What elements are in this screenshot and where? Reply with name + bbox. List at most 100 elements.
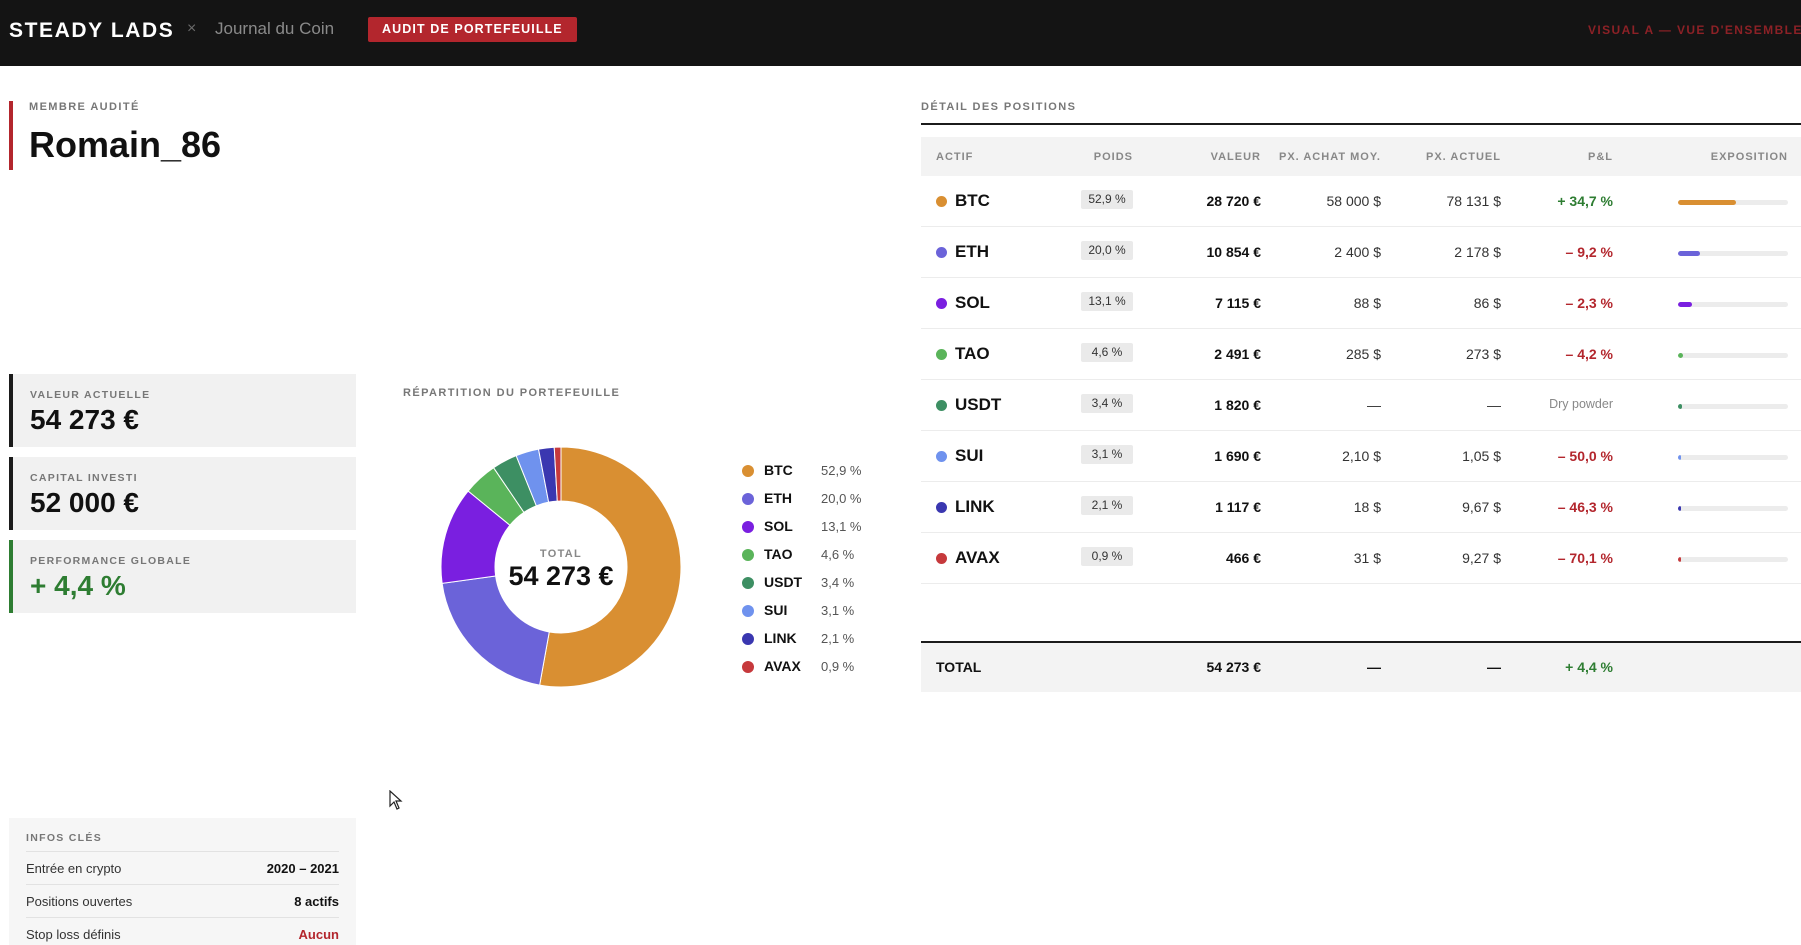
legend-color-dot [742, 465, 754, 477]
pnl-value: + 34,7 % [1557, 193, 1613, 209]
weight-chip: 0,9 % [1081, 547, 1133, 566]
exposure-bar [1678, 455, 1788, 460]
key-info-value: 2020 – 2021 [266, 861, 339, 876]
current-price: 9,67 $ [1462, 499, 1501, 515]
position-value: 7 115 € [1215, 295, 1261, 311]
header-avg-buy-price: PX. ACHAT MOY. [1278, 151, 1381, 163]
exposure-bar [1678, 506, 1788, 511]
brand-separator: × [187, 20, 197, 37]
weight-chip: 20,0 % [1081, 241, 1133, 260]
legend-percentage: 52,9 % [821, 463, 862, 478]
current-price: 1,05 $ [1462, 448, 1501, 464]
avg-buy-price: 2,10 $ [1342, 448, 1381, 464]
brand-logo: STEADY LADS [9, 19, 175, 42]
position-value: 28 720 € [1206, 193, 1262, 209]
total-current-price: — [1487, 659, 1501, 675]
legend-item-sui: SUI 3,1 % [742, 597, 892, 625]
position-row-eth: ETH 20,0 % 10 854 € 2 400 $ 2 178 $ – 9,2 % [921, 227, 1801, 278]
kpi-current-value: VALEUR ACTUELLE 54 273 € [9, 374, 356, 447]
weight-chip: 13,1 % [1081, 292, 1133, 311]
positions-table-header: ACTIF POIDS VALEUR PX. ACHAT MOY. PX. AC… [921, 137, 1801, 176]
legend-percentage: 20,0 % [821, 491, 862, 506]
total-label: TOTAL [936, 659, 982, 675]
asset-color-dot [936, 298, 947, 309]
kpi-value: + 4,4 % [30, 570, 126, 601]
asset-name: BTC [955, 191, 990, 210]
kpi-value: 52 000 € [30, 487, 139, 518]
key-info-key: Positions ouvertes [26, 894, 133, 909]
asset-color-dot [936, 400, 947, 411]
allocation-donut-chart [440, 446, 682, 688]
asset-name: AVAX [955, 548, 1000, 567]
asset-color-dot [936, 349, 947, 360]
exposure-bar-fill [1678, 200, 1737, 205]
position-value: 1 820 € [1214, 397, 1261, 413]
exposure-bar-fill [1678, 302, 1693, 307]
current-price: 2 178 $ [1454, 244, 1501, 260]
weight-chip: 52,9 % [1081, 190, 1133, 209]
total-value: 54 273 € [1206, 659, 1262, 675]
header-value: VALEUR [1210, 151, 1261, 163]
position-row-avax: AVAX 0,9 % 466 € 31 $ 9,27 $ – 70,1 % [921, 533, 1801, 584]
legend-color-dot [742, 493, 754, 505]
legend-label: LINK [764, 630, 797, 646]
asset-color-dot [936, 502, 947, 513]
position-row-sol: SOL 13,1 % 7 115 € 88 $ 86 $ – 2,3 % [921, 278, 1801, 329]
pnl-value: Dry powder [1549, 397, 1613, 411]
pnl-value: – 2,3 % [1565, 295, 1613, 311]
exposure-bar [1678, 251, 1788, 256]
member-label: MEMBRE AUDITÉ [29, 101, 140, 113]
header-exposure: EXPOSITION [1710, 151, 1788, 163]
avg-buy-price: — [1367, 397, 1381, 413]
exposure-bar-fill [1678, 557, 1681, 562]
exposure-bar-fill [1678, 404, 1682, 409]
visual-tag: VISUAL A — VUE D'ENSEMBLE [1588, 23, 1801, 37]
key-info-row: Stop loss définis Aucun [26, 917, 339, 945]
legend-item-btc: BTC 52,9 % [742, 457, 892, 485]
asset-color-dot [936, 553, 947, 564]
key-info-panel: INFOS CLÉS Entrée en crypto 2020 – 2021 … [9, 818, 356, 945]
legend-percentage: 13,1 % [821, 519, 862, 534]
kpi-invested-capital: CAPITAL INVESTI 52 000 € [9, 457, 356, 530]
current-price: — [1487, 397, 1501, 413]
allocation-title: RÉPARTITION DU PORTEFEUILLE [403, 387, 621, 399]
header-asset: ACTIF [936, 151, 974, 163]
asset-name: SOL [955, 293, 990, 312]
position-row-usdt: USDT 3,4 % 1 820 € — — Dry powder [921, 380, 1801, 431]
pnl-value: – 9,2 % [1565, 244, 1613, 260]
donut-center-label: TOTAL [539, 548, 583, 560]
header-pnl: P&L [1588, 151, 1613, 163]
key-info-value: Aucun [298, 927, 339, 942]
weight-chip: 3,1 % [1081, 445, 1133, 464]
legend-percentage: 3,1 % [821, 603, 855, 618]
asset-name: LINK [955, 497, 995, 516]
header-weight: POIDS [1093, 151, 1133, 163]
asset-color-dot [936, 451, 947, 462]
kpi-label: VALEUR ACTUELLE [30, 389, 151, 401]
partner-name: Journal du Coin [215, 19, 335, 38]
position-row-btc: BTC 52,9 % 28 720 € 58 000 $ 78 131 $ + 34,7 … [921, 176, 1801, 227]
position-row-link: LINK 2,1 % 1 117 € 18 $ 9,67 $ – 46,3 % [921, 482, 1801, 533]
weight-chip: 2,1 % [1081, 496, 1133, 515]
mouse-cursor-icon [389, 790, 403, 810]
key-info-row: Positions ouvertes 8 actifs [26, 884, 339, 917]
asset-name: USDT [955, 395, 1002, 414]
asset-color-dot [936, 247, 947, 258]
kpi-value: 54 273 € [30, 404, 139, 435]
audit-badge: AUDIT DE PORTEFEUILLE [368, 17, 577, 42]
legend-color-dot [742, 521, 754, 533]
total-pnl: + 4,4 % [1565, 659, 1613, 675]
pnl-value: – 50,0 % [1557, 448, 1613, 464]
legend-percentage: 0,9 % [821, 659, 855, 674]
legend-item-avax: AVAX 0,9 % [742, 653, 892, 681]
current-price: 273 $ [1465, 346, 1501, 362]
exposure-bar-fill [1678, 455, 1682, 460]
positions-title: DÉTAIL DES POSITIONS [921, 101, 1077, 113]
header-current-price: PX. ACTUEL [1426, 151, 1501, 163]
position-value: 10 854 € [1206, 244, 1262, 260]
legend-percentage: 2,1 % [821, 631, 855, 646]
exposure-bar-fill [1678, 251, 1700, 256]
position-value: 2 491 € [1214, 346, 1261, 362]
position-value: 1 117 € [1215, 499, 1261, 515]
donut-slice-btc [539, 446, 682, 688]
